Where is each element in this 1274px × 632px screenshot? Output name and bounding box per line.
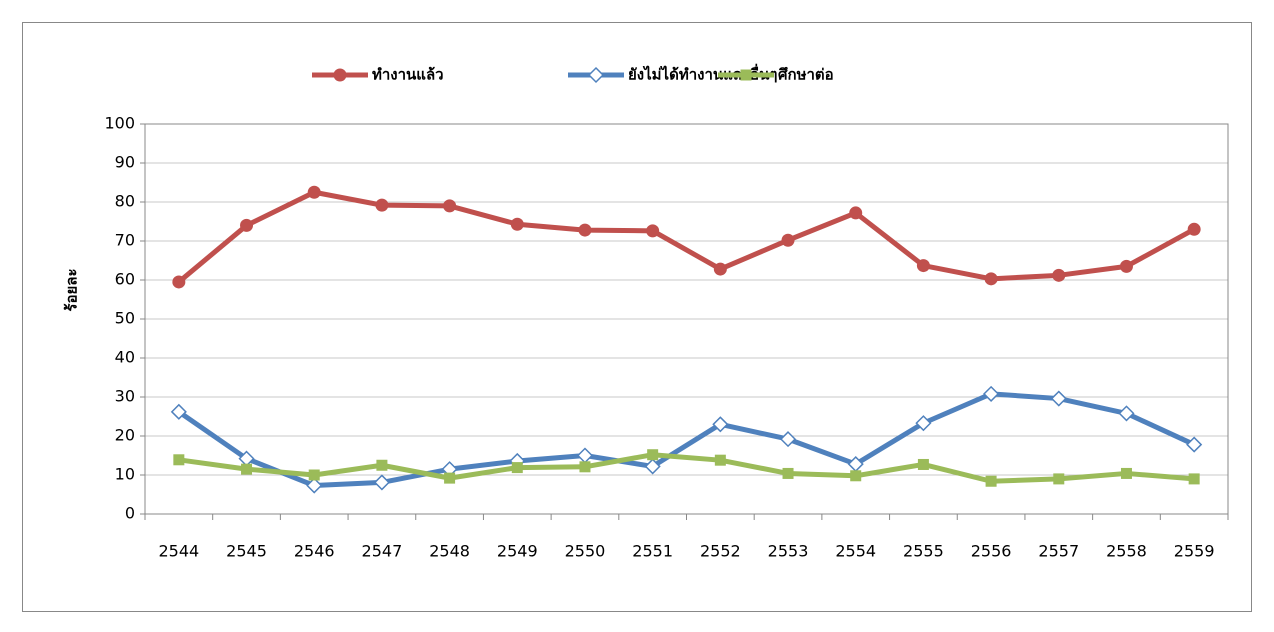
data-point [511, 462, 523, 474]
data-point [782, 467, 794, 479]
y-tick-label: 50 [115, 309, 135, 328]
series-line [177, 391, 1196, 489]
data-point [1050, 390, 1067, 407]
data-point [444, 472, 456, 484]
y-tick-label: 90 [115, 153, 135, 172]
data-point [376, 459, 388, 471]
data-point [915, 415, 932, 432]
data-point [781, 233, 795, 247]
y-tick-label: 40 [115, 348, 135, 367]
data-point [779, 431, 797, 448]
y-tick-label: 100 [104, 114, 135, 133]
data-point [307, 185, 321, 199]
x-tick-label: 2557 [1038, 542, 1079, 561]
x-tick-label: 2558 [1106, 542, 1147, 561]
series-line [177, 189, 1196, 284]
data-point [172, 275, 186, 289]
data-point [646, 224, 660, 238]
data-point [712, 416, 729, 433]
legend-marker [740, 69, 752, 81]
x-tick-label: 2548 [429, 542, 470, 561]
y-tick-label: 70 [115, 231, 135, 250]
x-tick-label: 2546 [294, 542, 335, 561]
x-tick-label: 2556 [971, 542, 1012, 561]
x-tick-label: 2545 [226, 542, 267, 561]
data-point [373, 474, 390, 491]
legend-marker [333, 68, 347, 82]
data-point [1188, 473, 1200, 485]
x-tick-label: 2552 [700, 542, 741, 561]
data-point [983, 385, 1000, 402]
data-point [714, 454, 726, 466]
x-tick-label: 2554 [835, 542, 876, 561]
data-point [1052, 268, 1066, 282]
data-point [1053, 473, 1065, 485]
data-point [308, 469, 320, 481]
data-point [173, 454, 185, 466]
data-point [644, 458, 661, 475]
x-tick-label: 2547 [362, 542, 403, 561]
data-point [713, 262, 727, 276]
data-point [1120, 467, 1132, 479]
y-tick-label: 60 [115, 270, 135, 289]
data-point [240, 218, 254, 232]
data-point [579, 461, 591, 473]
x-tick-label: 2559 [1174, 542, 1215, 561]
data-point [170, 403, 187, 420]
y-tick-label: 0 [125, 504, 135, 523]
data-point [1119, 259, 1133, 273]
legend-label: ทำงานแล้ว [372, 66, 444, 84]
data-point [647, 449, 659, 461]
data-point [985, 475, 997, 487]
data-point [849, 206, 863, 220]
data-point [241, 463, 253, 475]
y-tick-label: 80 [115, 192, 135, 211]
data-point [375, 198, 389, 212]
data-point [850, 470, 862, 482]
x-tick-label: 2553 [768, 542, 809, 561]
x-tick-label: 2551 [632, 542, 673, 561]
data-point [984, 272, 998, 286]
data-point [578, 223, 592, 237]
y-tick-label: 10 [115, 465, 135, 484]
data-point [1187, 222, 1201, 236]
data-point [917, 458, 929, 470]
data-point [1186, 436, 1203, 453]
legend-marker [587, 66, 605, 84]
data-point [1118, 405, 1135, 422]
legend-label: ยังไม่ได้ทำงานและอื่นๆ [628, 64, 777, 84]
data-point [916, 259, 930, 273]
x-tick-label: 2549 [497, 542, 538, 561]
data-point [443, 199, 457, 213]
y-tick-label: 30 [115, 387, 135, 406]
y-axis-label: ร้อยละ [63, 268, 81, 311]
x-tick-label: 2550 [565, 542, 606, 561]
chart-frame [22, 22, 1252, 612]
y-tick-label: 20 [115, 426, 135, 445]
data-point [306, 477, 323, 494]
data-point [510, 217, 524, 231]
series-line [178, 452, 1195, 484]
x-tick-label: 2555 [903, 542, 944, 561]
legend-label: ศึกษาต่อ [778, 66, 834, 84]
x-tick-label: 2544 [158, 542, 199, 561]
